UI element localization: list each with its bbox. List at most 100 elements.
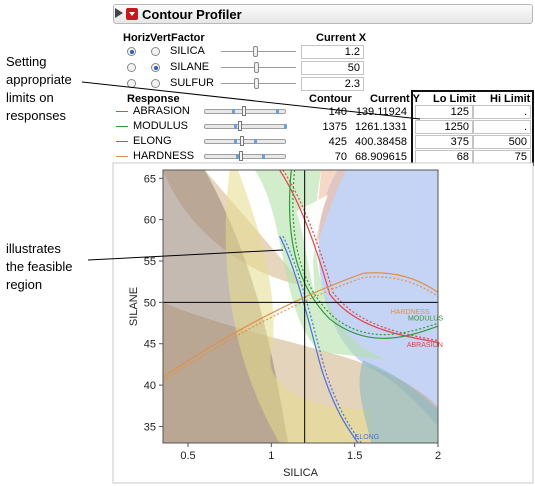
lo-limit-marker[interactable]	[236, 154, 239, 159]
lo-limit-marker[interactable]	[232, 109, 235, 114]
hardness-contour	[163, 272, 438, 378]
contour-slider-handle[interactable]	[240, 136, 244, 146]
hi-limit-marker[interactable]	[284, 124, 287, 129]
response-line-swatch	[116, 141, 128, 142]
x-axis-label: SILICA	[283, 467, 319, 479]
profiler-header: Contour Profiler	[113, 4, 533, 24]
lo-limit-value[interactable]: 1250	[415, 120, 473, 134]
factor-slider-track[interactable]	[221, 51, 296, 52]
red-menu-icon[interactable]	[126, 8, 138, 20]
abrasion-contour	[279, 170, 438, 343]
contour-profiler-panel: Contour Profiler Horiz Vert Factor Curre…	[113, 4, 534, 482]
response-header: Response	[127, 93, 180, 105]
contour-slider-handle[interactable]	[242, 106, 246, 116]
horiz-header: Horiz	[123, 32, 151, 44]
hi-limit-marker[interactable]	[276, 109, 279, 114]
contour-label: HARDNESS	[391, 309, 430, 316]
current-y-value: 1261.1331	[355, 121, 407, 133]
contour-regions	[163, 170, 438, 443]
current-x-value[interactable]: 2.3	[301, 77, 364, 91]
lo-limit-header: Lo Limit	[433, 93, 476, 105]
plot-border	[162, 169, 439, 444]
horiz-radio[interactable]	[127, 63, 136, 72]
profiler-title: Contour Profiler	[142, 7, 242, 22]
vert-radio[interactable]	[151, 63, 160, 72]
x-tick-label: 1	[268, 450, 274, 462]
contour-value[interactable]: 70	[334, 151, 347, 163]
x-tick-label: 1.5	[347, 450, 362, 462]
callout-feasible: illustrates the feasible region	[6, 241, 73, 292]
x-tick-label: 2	[435, 450, 441, 462]
vert-radio[interactable]	[151, 47, 160, 56]
contour-label: ABRASION	[407, 342, 443, 349]
factor-header: Factor	[171, 32, 205, 44]
horiz-radio[interactable]	[127, 47, 136, 56]
contour-value[interactable]: 425	[328, 136, 347, 148]
elong-limit	[282, 235, 362, 443]
response-line-swatch	[116, 111, 128, 112]
current-x-value[interactable]: 50	[301, 61, 364, 75]
shade-blue-right	[318, 170, 438, 426]
vert-header: Vert	[150, 32, 171, 44]
response-line-swatch	[116, 126, 128, 127]
factor-name: SILANE	[170, 61, 210, 73]
response-line-swatch	[116, 156, 128, 157]
shade-teal	[359, 360, 438, 443]
hi-limit-marker[interactable]	[254, 139, 257, 144]
contour-header: Contour	[309, 93, 352, 105]
factor-name: SULFUR	[170, 77, 215, 89]
hi-limit-marker[interactable]	[262, 154, 265, 159]
lo-limit-marker[interactable]	[234, 139, 237, 144]
factor-name: SILICA	[170, 45, 205, 57]
contour-label: ELONG	[355, 434, 380, 441]
callout-feasible-line	[87, 249, 284, 261]
factor-slider-handle[interactable]	[254, 62, 260, 73]
lo-limit-value[interactable]: 125	[415, 105, 473, 119]
response-name: ABRASION	[133, 105, 190, 117]
current-x-header: Current X	[316, 32, 367, 44]
response-name: MODULUS	[133, 120, 189, 132]
hi-limit-header: Hi Limit	[490, 93, 531, 105]
y-tick-label: 50	[144, 297, 156, 309]
y-tick-label: 35	[144, 421, 156, 433]
response-slider-track[interactable]	[204, 139, 286, 144]
current-y-value: 139.11924	[355, 106, 407, 118]
current-y-value: 400.38458	[355, 136, 407, 148]
y-tick-label: 40	[144, 380, 156, 392]
vert-radio[interactable]	[151, 79, 160, 88]
response-slider-track[interactable]	[204, 154, 286, 159]
response-name: HARDNESS	[133, 150, 195, 162]
factor-slider-handle[interactable]	[254, 78, 260, 89]
shade-green	[254, 170, 388, 361]
modulus-contour	[288, 170, 438, 339]
contour-label: MODULUS	[408, 316, 443, 323]
contour-value[interactable]: 1375	[322, 121, 347, 133]
shade-yellow-ring	[225, 170, 372, 443]
callout-limits: Setting appropriate limits on responses	[6, 54, 72, 123]
hi-limit-value[interactable]: .	[473, 120, 531, 134]
abrasion-limit	[282, 170, 438, 342]
y-tick-label: 60	[144, 215, 156, 227]
modulus-limit	[292, 170, 438, 336]
lo-limit-marker[interactable]	[234, 124, 237, 129]
contour-slider-handle[interactable]	[238, 121, 242, 131]
lo-limit-value[interactable]: 375	[415, 135, 473, 149]
current-y-header: Current Y	[370, 93, 420, 105]
callout-limits-line	[81, 81, 421, 120]
shade-orange-wedge	[313, 170, 347, 253]
x-tick-label: 0.5	[180, 450, 195, 462]
contour-slider-handle[interactable]	[239, 151, 243, 161]
y-tick-label: 45	[144, 339, 156, 351]
y-tick-label: 55	[144, 256, 156, 268]
current-x-value[interactable]: 1.2	[301, 45, 364, 59]
elong-contour	[279, 235, 359, 443]
hi-limit-value[interactable]: 500	[473, 135, 531, 149]
current-y-value: 68.909615	[355, 151, 407, 163]
y-axis-label: SILANE	[128, 287, 140, 326]
y-tick-label: 65	[144, 173, 156, 185]
hardness-limit	[163, 276, 438, 382]
response-name: ELONG	[133, 135, 172, 147]
factor-slider-handle[interactable]	[252, 46, 258, 57]
hi-limit-value[interactable]: .	[473, 105, 531, 119]
